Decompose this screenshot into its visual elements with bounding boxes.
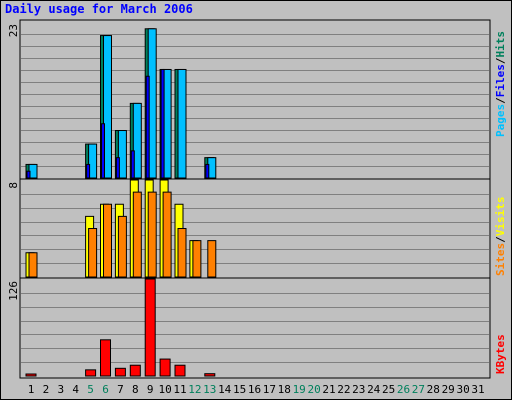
chart-title: Daily usage for March 2006 (5, 2, 193, 16)
legend-separator: / (494, 57, 507, 64)
sites-bar (132, 191, 142, 278)
kbytes-bar (144, 278, 156, 377)
x-tick-label: 27 (412, 383, 425, 396)
x-tick-label: 8 (132, 383, 139, 396)
x-tick-label: 2 (43, 383, 50, 396)
sites-bar (88, 228, 98, 278)
sites-bar (28, 252, 38, 278)
legend-separator: / (494, 97, 507, 104)
pages-bar (117, 130, 127, 179)
sites-bar (192, 240, 202, 278)
x-tick-label: 19 (293, 383, 306, 396)
y-max-label: 23 (7, 24, 20, 37)
y-max-label: 8 (7, 182, 20, 189)
sites-bar (162, 191, 172, 278)
x-tick-label: 14 (218, 383, 232, 396)
x-tick-label: 7 (117, 383, 124, 396)
legend-item-visits: Visits (494, 197, 507, 237)
x-tick-label: 6 (102, 383, 109, 396)
kbytes-bar (159, 358, 171, 377)
x-tick-label: 12 (188, 383, 201, 396)
x-tick-label: 9 (147, 383, 154, 396)
sites-bar (207, 240, 217, 278)
kbytes-bar (174, 364, 186, 377)
pages-bar (88, 143, 98, 179)
x-tick-label: 26 (397, 383, 410, 396)
x-tick-label: 4 (72, 383, 79, 396)
kbytes-bar (25, 373, 37, 377)
files-bar (26, 170, 31, 179)
y-max-label: 126 (7, 281, 20, 301)
files-bar (130, 150, 135, 179)
x-tick-label: 29 (442, 383, 455, 396)
files-bar (115, 157, 120, 179)
x-tick-label: 15 (233, 383, 246, 396)
sites-bar (103, 203, 112, 278)
pages-bar (177, 68, 187, 179)
kbytes-bar (129, 364, 141, 377)
x-tick-label: 30 (456, 383, 469, 396)
pages-bar (132, 102, 142, 179)
files-bar (145, 75, 150, 179)
legend-item-pages: Pages (494, 104, 507, 137)
plot-border (19, 19, 491, 379)
legend: Pages/Files/Hits (494, 31, 507, 137)
x-tick-label: 17 (263, 383, 276, 396)
legend: KBytes (494, 334, 507, 374)
kbytes-bar (204, 373, 216, 377)
files-bar (205, 163, 210, 179)
x-tick-label: 23 (352, 383, 365, 396)
kbytes-bar (114, 367, 126, 377)
sites-bar (117, 215, 127, 278)
x-tick-label: 13 (203, 383, 216, 396)
x-tick-label: 11 (173, 383, 186, 396)
x-tick-label: 28 (427, 383, 440, 396)
x-tick-label: 31 (471, 383, 484, 396)
x-tick-label: 1 (28, 383, 35, 396)
files-bar (160, 68, 165, 179)
x-tick-label: 16 (248, 383, 261, 396)
sites-bar (177, 228, 187, 278)
files-bar (86, 163, 91, 179)
legend-item-files: Files (494, 64, 507, 97)
x-tick-label: 3 (57, 383, 64, 396)
x-tick-label: 22 (337, 383, 350, 396)
pages-bar (103, 35, 112, 179)
sites-bar (147, 191, 157, 278)
x-tick-label: 5 (87, 383, 94, 396)
x-tick-label: 25 (382, 383, 395, 396)
legend-separator: / (494, 236, 507, 243)
legend-item-kbytes: KBytes (494, 334, 507, 374)
x-tick-label: 18 (278, 383, 291, 396)
legend: Sites/Visits (494, 197, 507, 277)
kbytes-bar (85, 369, 97, 377)
files-bar (101, 123, 105, 179)
x-tick-label: 24 (367, 383, 381, 396)
x-tick-label: 21 (322, 383, 335, 396)
x-tick-label: 20 (307, 383, 320, 396)
legend-item-hits: Hits (494, 31, 507, 58)
kbytes-bar (100, 339, 111, 377)
legend-item-sites: Sites (494, 243, 507, 276)
x-tick-label: 10 (158, 383, 171, 396)
